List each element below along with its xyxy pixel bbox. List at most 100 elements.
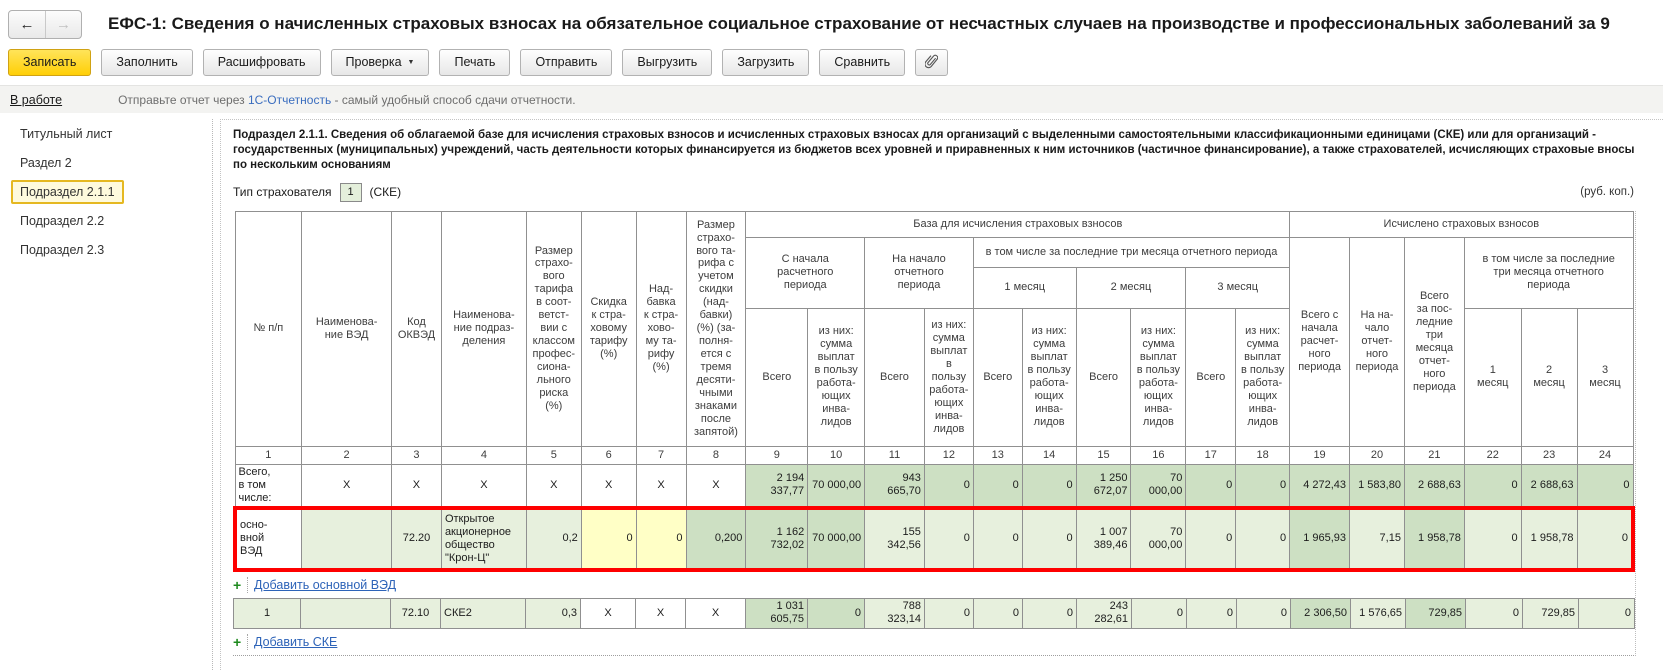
sidebar-splitter[interactable] (212, 119, 220, 670)
header-cell: С начала расчетного периода (745, 236, 866, 309)
header-cell: из них: сумма выплат в пользу работа- ющ… (1235, 307, 1291, 447)
add-main-ved-link[interactable]: + Добавить основной ВЭД (233, 576, 397, 593)
header-cell: из них: сумма выплат в пользу работа- ющ… (1021, 307, 1077, 447)
fill-button[interactable]: Заполнить (101, 48, 193, 76)
data-cell: 0 (1185, 463, 1237, 509)
data-cell[interactable]: 0 (923, 505, 974, 572)
data-cell[interactable]: 0 (807, 597, 865, 629)
data-cell[interactable]: СКЕ2 (440, 597, 526, 629)
data-cell[interactable]: 0 (1185, 505, 1237, 572)
sidebar-item-section-2[interactable]: Раздел 2 (20, 156, 72, 170)
column-number-cell: 15 (1075, 445, 1132, 465)
column-number-cell: 23 (1520, 445, 1578, 465)
ske-table-container: 1 72.10 СКЕ2 0,3 Х Х Х 1 031 605,75 0 788 323,14 0… (233, 597, 1635, 629)
data-cell[interactable]: 7,15 (1349, 505, 1405, 572)
sections-sidebar: Титульный лист Раздел 2 Подраздел 2.1.1 … (0, 113, 212, 670)
data-cell: Х (635, 463, 687, 509)
reporting-service-link[interactable]: 1С-Отчетность (247, 92, 332, 107)
data-cell[interactable]: 0 (1236, 597, 1291, 629)
header-cell: 2 месяц (1075, 266, 1187, 309)
header-cell: 1 месяц (1463, 307, 1522, 447)
data-cell[interactable]: 0 (580, 505, 637, 572)
data-cell[interactable]: 0 (1463, 505, 1522, 572)
attach-button[interactable] (915, 48, 949, 76)
data-cell[interactable]: 70 000,00 (1130, 505, 1187, 572)
sidebar-item-subsection-2-1-1[interactable]: Подраздел 2.1.1 (0, 179, 212, 208)
column-number-cell: 14 (1021, 445, 1077, 465)
data-cell[interactable]: 2 306,50 (1290, 597, 1351, 629)
section-heading: Подраздел 2.1.1. Сведения об облагаемой … (233, 129, 1635, 171)
data-cell[interactable] (300, 597, 391, 629)
add-ske-link[interactable]: + Добавить СКЕ (233, 633, 338, 650)
insurer-type-input[interactable]: 1 (339, 182, 362, 202)
data-cell[interactable]: 0 (972, 505, 1023, 572)
data-cell[interactable]: 0 (1186, 597, 1237, 629)
data-cell[interactable]: 0,2 (525, 505, 582, 572)
data-cell: Х (391, 463, 442, 509)
data-cell[interactable]: 1 007 389,46 (1075, 505, 1132, 572)
column-number-cell: 7 (635, 445, 687, 465)
decrypt-button[interactable]: Расшифровать (202, 48, 321, 76)
print-button[interactable]: Печать (439, 48, 511, 76)
ske-table: 1 72.10 СКЕ2 0,3 Х Х Х 1 031 605,75 0 788 323,14 0… (233, 597, 1635, 629)
data-cell[interactable]: 1 576,65 (1350, 597, 1406, 629)
data-cell: 2 194 337,77 (745, 463, 809, 509)
header-cell: Всего (972, 307, 1023, 447)
data-cell[interactable]: 0 (1235, 505, 1291, 572)
data-cell[interactable]: 729,85 (1522, 597, 1579, 629)
check-button[interactable]: Проверка ▼ (330, 48, 430, 76)
sidebar-item-subsection-2-2[interactable]: Подраздел 2.2 (20, 214, 105, 228)
data-cell[interactable] (301, 505, 392, 572)
data-cell[interactable]: 1 162 732,02 (745, 505, 809, 572)
ske-row: 1 72.10 СКЕ2 0,3 Х Х Х 1 031 605,75 0 788 323,14 0… (233, 597, 1635, 629)
data-cell: 0 (972, 463, 1023, 509)
data-cell: Х (525, 463, 582, 509)
data-cell: 0 (1021, 463, 1077, 509)
sidebar-item-title-page[interactable]: Титульный лист (20, 127, 113, 141)
data-cell: 0 (1576, 463, 1634, 509)
column-number-cell: 18 (1235, 445, 1291, 465)
data-cell: Х (580, 463, 637, 509)
data-cell[interactable]: 1 031 605,75 (745, 597, 808, 629)
header-cell: Всего (864, 307, 925, 447)
sidebar-item-subsection-2-3[interactable]: Подраздел 2.3 (20, 243, 105, 257)
data-cell[interactable]: 0,3 (525, 597, 581, 629)
data-cell[interactable]: 0 (1465, 597, 1523, 629)
data-cell[interactable]: 0 (924, 597, 974, 629)
compare-button[interactable]: Сравнить (819, 48, 906, 76)
data-cell[interactable]: 1 958,78 (1520, 505, 1578, 572)
data-cell[interactable]: 0 (1022, 597, 1077, 629)
insurer-type-row: Тип страхователя 1 (СКЕ) (руб. коп.) (233, 182, 1634, 202)
data-cell[interactable]: Открытое акционерное общество "Крон-Ц" (440, 505, 527, 572)
data-cell[interactable]: 0 (973, 597, 1023, 629)
data-cell[interactable]: 155 342,56 (864, 505, 925, 572)
report-state-link[interactable]: В работе (10, 92, 63, 107)
data-cell[interactable]: 0 (1021, 505, 1077, 572)
data-cell[interactable]: 0 (1578, 597, 1635, 629)
data-cell[interactable]: 729,85 (1405, 597, 1466, 629)
save-button[interactable]: Записать (8, 48, 92, 76)
data-cell[interactable]: 243 282,61 (1076, 597, 1132, 629)
status-bar: В работе Отправьте отчет через 1С-Отчетн… (0, 85, 1663, 113)
header-cell: На на- чало отчет- ного периода (1349, 236, 1405, 447)
data-cell: 0 (923, 463, 974, 509)
data-cell[interactable]: 72.20 (391, 505, 442, 572)
back-button[interactable]: ← (9, 11, 45, 38)
data-cell[interactable]: 1 (233, 597, 301, 629)
data-cell[interactable]: 70 000,00 (807, 505, 866, 572)
header-cell: 3 месяц (1576, 307, 1634, 447)
header-cell: 1 месяц (972, 266, 1077, 309)
header-cell: Наименова- ние ВЭД (301, 210, 392, 447)
data-cell[interactable]: 788 323,14 (864, 597, 925, 629)
workspace: Титульный лист Раздел 2 Подраздел 2.1.1 … (0, 113, 1663, 670)
data-cell[interactable]: 0 (1131, 597, 1187, 629)
data-cell: Всего, в том числе: (234, 463, 303, 509)
forward-button[interactable]: → (45, 10, 81, 38)
data-cell[interactable]: 0 (1576, 505, 1635, 572)
import-button[interactable]: Загрузить (722, 48, 810, 76)
data-cell[interactable]: 0 (635, 505, 687, 572)
send-button[interactable]: Отправить (520, 48, 613, 76)
column-number-cell: 24 (1576, 445, 1634, 465)
data-cell[interactable]: 72.10 (390, 597, 441, 629)
export-button[interactable]: Выгрузить (622, 48, 713, 76)
